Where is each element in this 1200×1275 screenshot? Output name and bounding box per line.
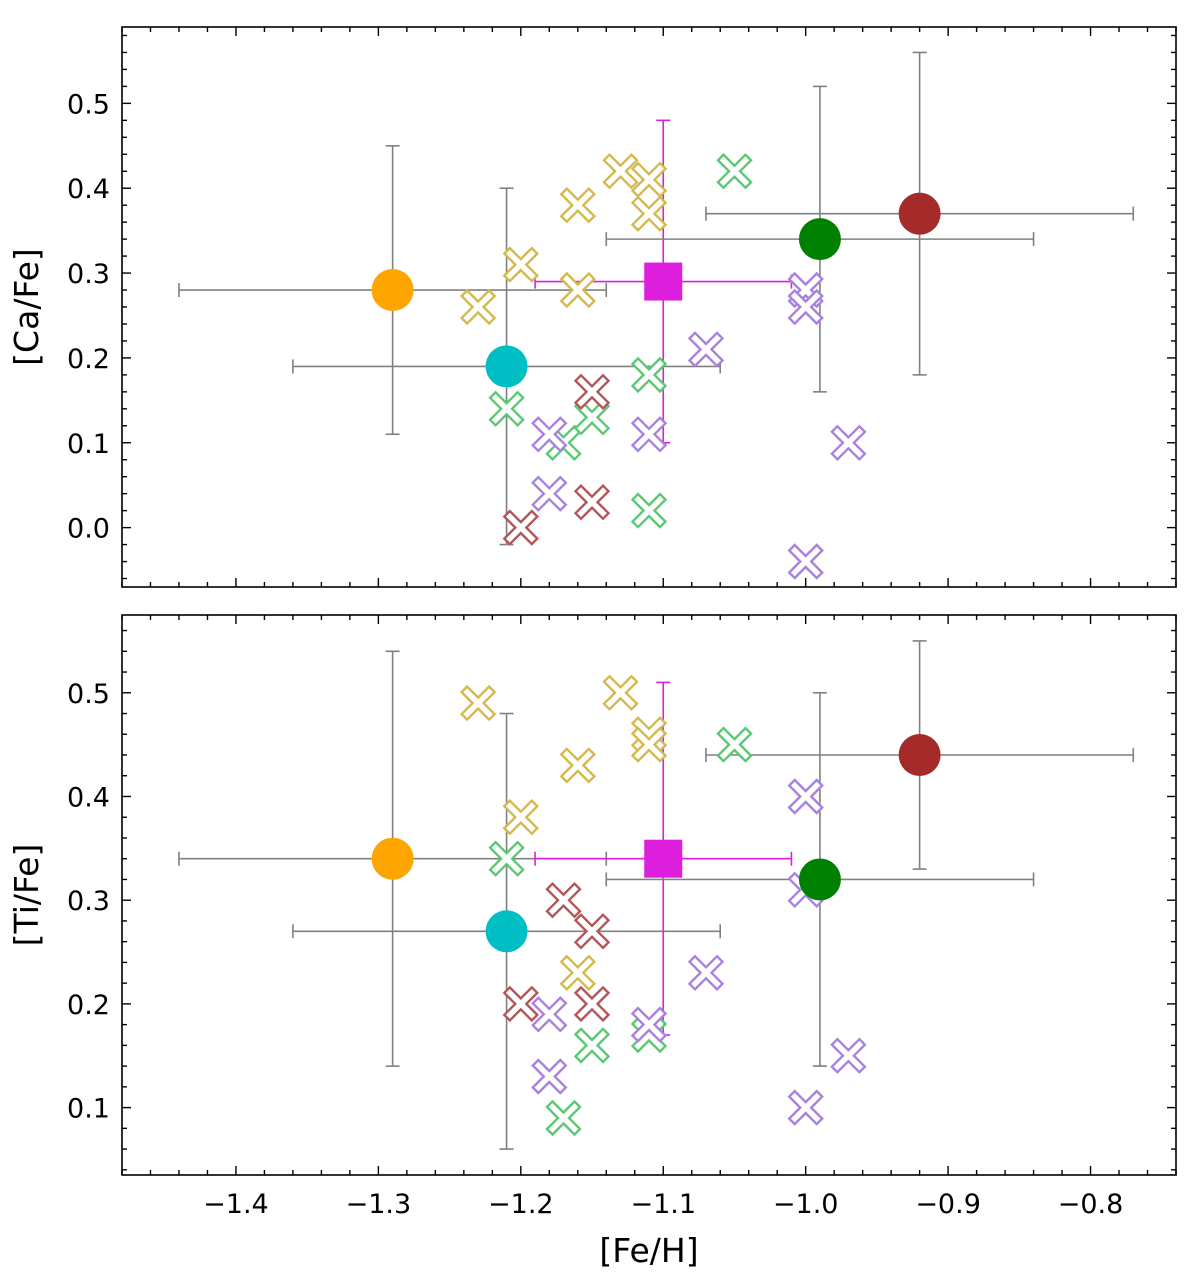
star-marker — [630, 726, 668, 763]
star-marker — [630, 416, 668, 453]
star-marker — [573, 1027, 611, 1064]
star-marker — [531, 1058, 568, 1095]
y-tick-label: 0.1 — [67, 429, 110, 460]
panel-bottom-frame — [121, 614, 1177, 1176]
mean-circle-cyan — [485, 345, 528, 388]
mean-circle-green — [798, 218, 841, 261]
y-tick-label: 0.5 — [67, 679, 110, 710]
star-marker — [531, 416, 568, 453]
star-marker — [559, 954, 596, 991]
y-tick-label: 0.0 — [67, 514, 110, 545]
star-marker — [716, 153, 753, 190]
y-axis-label-bottom: [Ti/Fe] — [7, 844, 46, 947]
star-marker — [459, 684, 497, 722]
star-marker — [787, 778, 824, 815]
y-tick-label: 0.4 — [67, 782, 110, 813]
x-tick-label: −1.2 — [488, 1189, 554, 1220]
mean-circle-darkred — [898, 192, 941, 235]
mean-circle-orange — [371, 269, 414, 312]
y-tick-label: 0.4 — [67, 174, 110, 205]
star-marker — [488, 840, 525, 877]
x-tick-label: −1.3 — [346, 1189, 412, 1220]
star-marker — [573, 373, 611, 410]
mean-circle-darkred — [898, 734, 941, 776]
star-marker — [716, 726, 753, 763]
panel-top-ca-fe: 0.0 0.1 0.2 0.3 0.4 0.5 [Ca/Fe] — [7, 26, 1177, 588]
y-tick-label: 0.2 — [67, 344, 110, 375]
star-marker — [502, 509, 539, 546]
star-marker — [531, 996, 568, 1033]
star-marker — [573, 985, 611, 1023]
y-tick-label: 0.5 — [67, 89, 110, 120]
star-marker — [787, 1089, 824, 1126]
x-tick-label: −0.8 — [1058, 1189, 1124, 1220]
star-marker — [559, 187, 596, 224]
star-marker — [573, 484, 611, 521]
x-tick-label: −0.9 — [915, 1189, 981, 1220]
star-marker — [787, 543, 824, 580]
y-tick-label: 0.2 — [67, 990, 110, 1021]
star-marker — [687, 954, 725, 991]
mean-circle-green — [798, 858, 841, 901]
star-marker — [545, 882, 582, 919]
y-tick-label: 0.1 — [67, 1094, 110, 1125]
mean-square-magenta — [644, 839, 683, 878]
x-tick-label: −1.0 — [773, 1189, 839, 1220]
star-marker — [687, 331, 725, 368]
star-marker — [830, 1037, 867, 1074]
x-tick-label: −1.4 — [203, 1189, 269, 1220]
star-marker — [630, 356, 668, 394]
star-marker — [573, 913, 611, 950]
panel-top-frame — [121, 26, 1177, 588]
star-marker — [787, 288, 824, 326]
star-marker — [488, 390, 525, 427]
mean-square-magenta — [644, 262, 683, 301]
star-marker — [502, 985, 539, 1023]
mean-circle-orange — [371, 837, 414, 880]
star-marker — [459, 288, 497, 326]
star-marker — [602, 674, 639, 711]
star-marker — [602, 153, 639, 190]
y-tick-label: 0.3 — [67, 886, 110, 917]
x-axis-label: [Fe/H] — [599, 1231, 698, 1270]
star-marker — [630, 161, 668, 198]
star-marker — [573, 399, 611, 436]
star-marker — [630, 1006, 668, 1043]
x-tick-label: −1.1 — [630, 1189, 696, 1220]
star-marker — [559, 271, 596, 309]
star-marker — [502, 799, 539, 836]
star-marker — [502, 246, 539, 283]
star-marker — [545, 1099, 582, 1137]
mean-circle-cyan — [485, 910, 528, 953]
star-marker — [559, 747, 596, 784]
star-marker — [830, 424, 867, 461]
y-axis-label-top: [Ca/Fe] — [7, 248, 46, 366]
y-tick-label: 0.3 — [67, 259, 110, 290]
panel-bottom-ti-fe: −1.4 −1.3 −1.2 −1.1 −1.0 −0.9 −0.8 0.1 0.2 0.3 0.4… — [7, 614, 1177, 1270]
star-marker — [531, 475, 568, 512]
star-marker — [630, 195, 668, 232]
star-marker — [630, 492, 668, 529]
